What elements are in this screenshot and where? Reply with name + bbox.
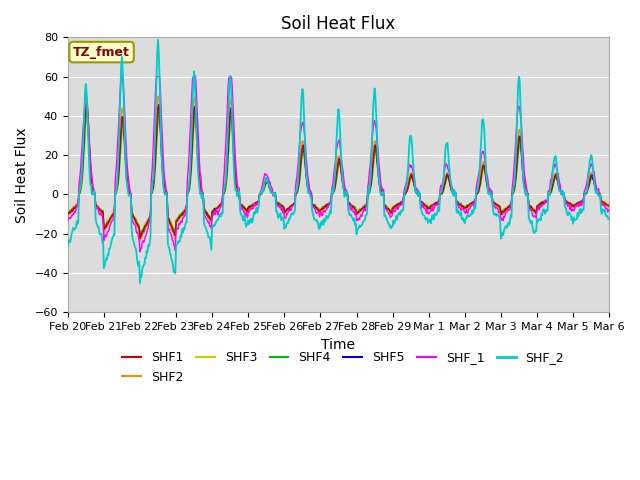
Y-axis label: Soil Heat Flux: Soil Heat Flux (15, 127, 29, 223)
Title: Soil Heat Flux: Soil Heat Flux (282, 15, 396, 33)
X-axis label: Time: Time (321, 337, 355, 352)
Text: TZ_fmet: TZ_fmet (73, 46, 130, 59)
Legend: SHF1, SHF2, SHF3, SHF4, SHF5, SHF_1, SHF_2: SHF1, SHF2, SHF3, SHF4, SHF5, SHF_1, SHF… (117, 347, 569, 389)
